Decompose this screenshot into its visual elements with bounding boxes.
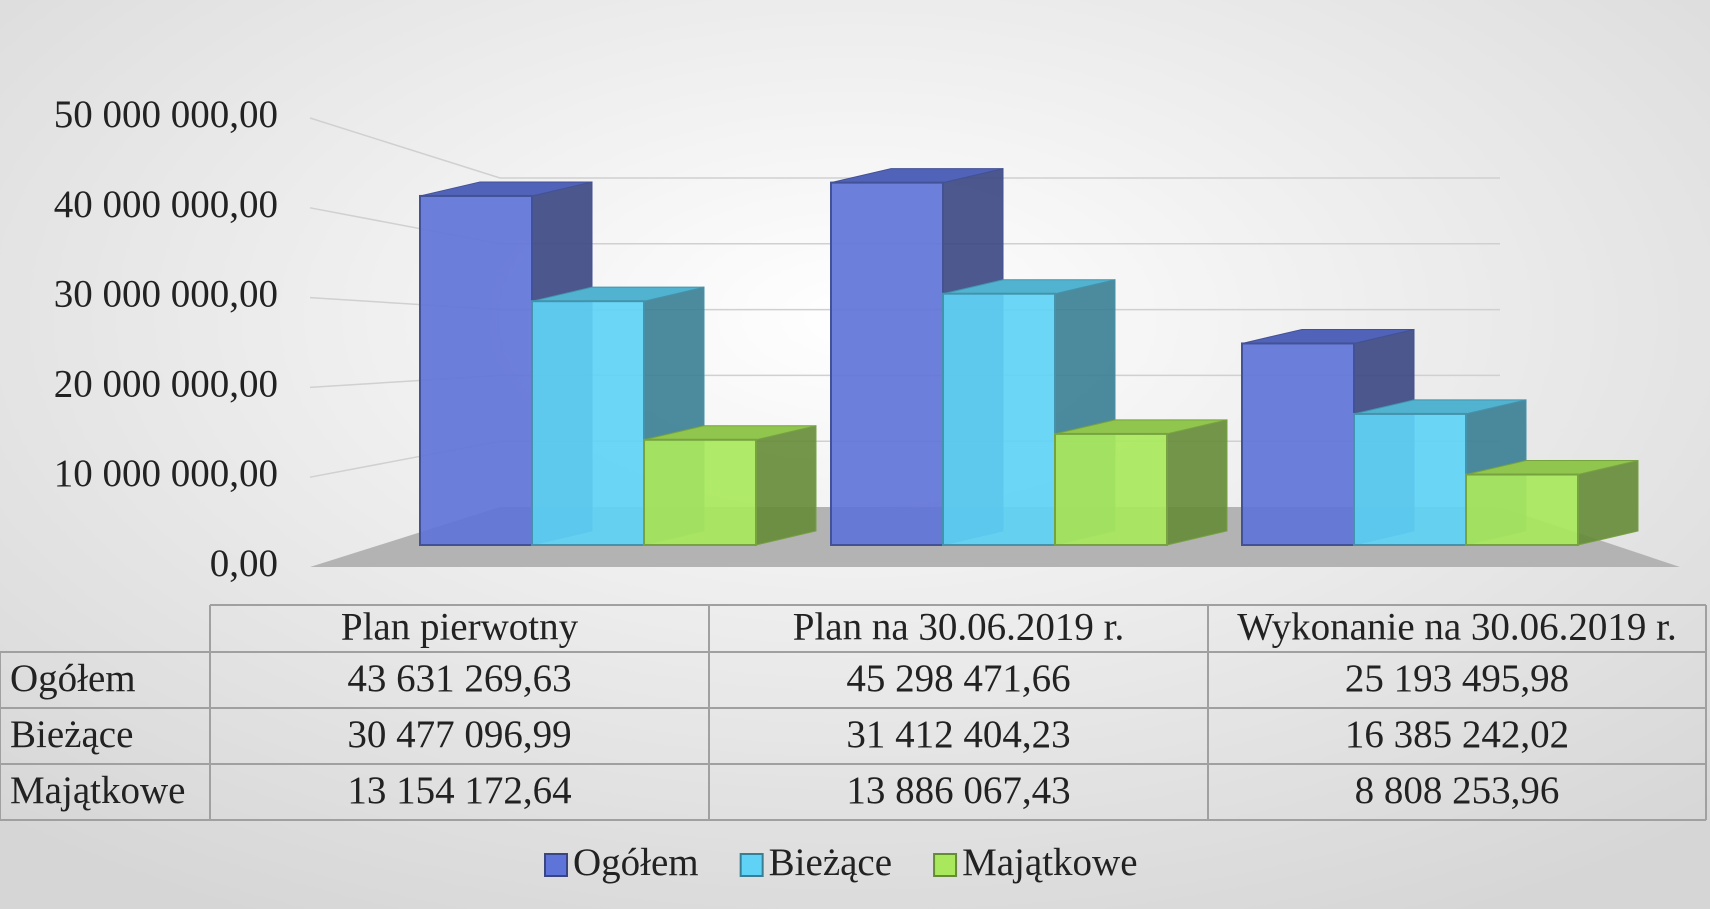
legend: Ogółem Bieżące Majątkowe: [544, 841, 1138, 884]
bar-front: [531, 300, 645, 546]
table-value: 25 193 495,98: [1345, 657, 1569, 700]
legend-label: Bieżące: [769, 841, 892, 884]
bar-side: [755, 425, 817, 546]
legend-label: Ogółem: [573, 841, 699, 884]
table-value: 45 298 471,66: [846, 657, 1070, 700]
bar-front: [830, 181, 944, 547]
bar-front: [1241, 342, 1355, 546]
y-tick-label: 30 000 000,00: [54, 273, 278, 316]
bar-side: [1577, 459, 1639, 546]
row-label: Ogółem: [10, 657, 136, 700]
legend-label: Majątkowe: [962, 841, 1137, 884]
bar-front: [1353, 412, 1467, 546]
legend-swatch: [544, 853, 568, 877]
row-label: Bieżące: [10, 713, 133, 756]
table-value: 13 154 172,64: [347, 769, 571, 812]
table-header: Plan pierwotny: [341, 605, 579, 648]
bar-front: [643, 438, 757, 547]
y-tick-label: 0,00: [210, 542, 278, 585]
legend-swatch: [739, 853, 764, 877]
bar: [1054, 419, 1228, 547]
table-value: 31 412 404,23: [846, 713, 1070, 756]
table-header: Plan na 30.06.2019 r.: [793, 605, 1124, 648]
legend-swatch: [933, 853, 958, 877]
table-value: 43 631 269,63: [347, 657, 571, 700]
table-value: 16 385 242,02: [1345, 713, 1569, 756]
row-label: Majątkowe: [10, 769, 185, 812]
table-value: 30 477 096,99: [347, 713, 571, 756]
table-value: 13 886 067,43: [846, 769, 1070, 812]
bar-front: [1054, 432, 1168, 547]
bar-front: [1465, 473, 1579, 546]
bar-front: [419, 194, 533, 547]
y-tick-label: 10 000 000,00: [54, 452, 278, 495]
y-tick-label: 50 000 000,00: [54, 93, 278, 136]
grid-line: [309, 117, 1500, 179]
bar: [1465, 459, 1639, 546]
table-header: Wykonanie na 30.06.2019 r.: [1237, 605, 1677, 648]
y-tick-label: 40 000 000,00: [54, 183, 278, 226]
bar: [643, 425, 817, 547]
bar-side: [1166, 419, 1228, 546]
table-value: 8 808 253,96: [1355, 769, 1560, 812]
bar-front: [942, 292, 1056, 547]
y-tick-label: 20 000 000,00: [54, 362, 278, 405]
